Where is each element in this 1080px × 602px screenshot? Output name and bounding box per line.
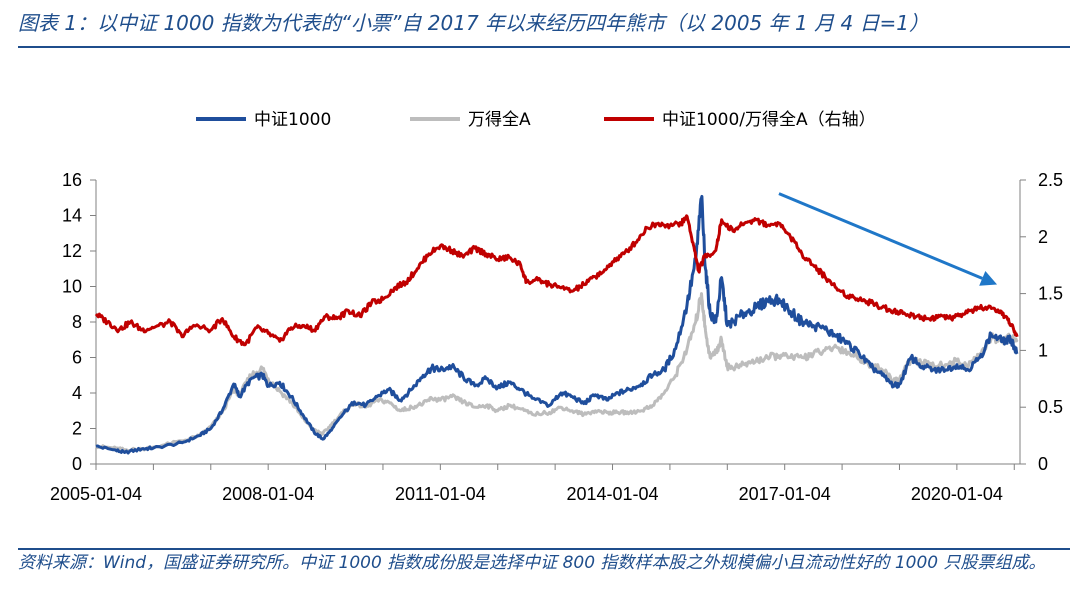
y-right-tick-label: 1.5 [1038, 284, 1063, 304]
trend-arrow-head [979, 270, 998, 286]
y-left-tick-label: 10 [62, 277, 82, 297]
series-line-0 [95, 194, 1019, 455]
y-left-tick-label: 0 [72, 454, 82, 474]
x-tick-label: 2014-01-04 [566, 484, 658, 504]
y-left-tick-label: 14 [62, 206, 82, 226]
x-tick-label: 2005-01-04 [50, 484, 142, 504]
y-right-tick-label: 0 [1038, 454, 1048, 474]
y-left-tick-label: 12 [62, 241, 82, 261]
y-right-tick-label: 1 [1038, 340, 1048, 360]
x-tick-label: 2017-01-04 [739, 484, 831, 504]
x-tick-label: 2011-01-04 [395, 484, 486, 504]
y-right-tick-label: 2 [1038, 227, 1048, 247]
y-left-tick-label: 8 [72, 312, 82, 332]
source-note: 资料来源：Wind，国盛证券研究所。中证 1000 指数成份股是选择中证 800… [18, 553, 1046, 573]
series-line-2 [94, 214, 1019, 347]
legend-label-1: 万得全A [468, 110, 531, 130]
y-left-tick-label: 6 [72, 348, 82, 368]
legend-label-0: 中证1000 [254, 110, 331, 130]
legend-label-2: 中证1000/万得全A（右轴） [662, 110, 876, 130]
x-tick-label: 2008-01-04 [222, 484, 314, 504]
y-left-tick-label: 2 [72, 419, 82, 439]
x-tick-label: 2020-01-04 [911, 484, 1003, 504]
y-right-tick-label: 0.5 [1038, 397, 1063, 417]
annotations [778, 192, 998, 286]
chart-title: 图表 1：以中证 1000 指数为代表的“小票”自 2017 年以来经历四年熊市… [18, 11, 930, 35]
y-left-tick-label: 4 [72, 383, 82, 403]
legend: 中证1000 万得全A 中证1000/万得全A（右轴） [196, 110, 876, 130]
axes: 0 2 4 6 8 10 12 14 16 0 0.5 1 1.5 2 2.5 2005-01-04 2008-… [50, 170, 1063, 504]
title-divider [18, 46, 1070, 48]
y-right-tick-label: 2.5 [1038, 170, 1063, 190]
chart: 中证1000 万得全A 中证1000/万得全A（右轴） 02468101214160… [50, 110, 1063, 504]
y-left-tick-label: 16 [62, 170, 82, 190]
series-group [94, 194, 1019, 455]
trend-arrow-line [778, 192, 983, 280]
footer-divider [18, 548, 1070, 550]
